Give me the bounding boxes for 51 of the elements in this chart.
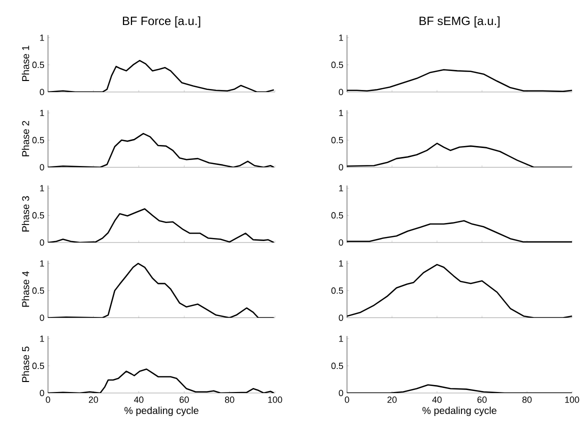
y-tick-label: 0 [40, 239, 44, 246]
y-tick-label: 0 [338, 239, 344, 246]
y-tick-label: 0.5 [331, 62, 344, 68]
y-tick-label: 0.5 [32, 362, 44, 370]
y-tick-label: 0.5 [331, 212, 344, 219]
y-tick-label: 0.5 [331, 136, 344, 144]
y-tick-label: 0 [338, 314, 344, 321]
x-tick-label: 20 [88, 396, 98, 403]
y-tick-label: 1 [40, 260, 44, 267]
x-tick-label: 80 [522, 396, 532, 403]
y-tick-label: 0.5 [32, 212, 44, 219]
x-axis-title: % pedaling cycle [422, 406, 496, 416]
x-tick-label: 60 [477, 396, 487, 403]
x-tick-label: 60 [180, 396, 189, 403]
y-tick-label: 1 [339, 110, 344, 116]
x-tick-label: 40 [134, 396, 144, 403]
x-tick-label: 100 [268, 396, 282, 403]
y-tick-label: 1 [40, 336, 44, 342]
y-tick-label: 0.5 [331, 287, 344, 294]
y-axis-title: Phase 2 [22, 120, 30, 156]
x-tick-label: 0 [344, 396, 350, 403]
chart-title: BF Force [a.u.] [122, 16, 200, 28]
y-tick-label: 0.5 [32, 62, 44, 68]
y-tick-label: 1 [339, 185, 344, 192]
y-tick-label: 1 [40, 110, 44, 116]
y-tick-label: 1 [339, 336, 344, 342]
y-tick-label: 0 [40, 390, 44, 396]
y-axis-title: Phase 4 [22, 271, 30, 307]
chart-title: BF sEMG [a.u.] [420, 16, 500, 28]
x-tick-label: 0 [46, 396, 50, 403]
y-tick-label: 0 [338, 390, 344, 396]
y-axis-title: Phase 5 [22, 346, 30, 382]
y-tick-label: 0.5 [32, 287, 44, 294]
y-tick-label: 0.5 [32, 136, 44, 144]
y-tick-label: 0 [40, 314, 44, 321]
x-tick-label: 20 [387, 396, 397, 403]
y-tick-label: 1 [339, 260, 344, 267]
y-axis-title: Phase 3 [22, 196, 30, 232]
y-tick-label: 0 [40, 88, 44, 96]
y-tick-label: 0 [338, 88, 344, 96]
x-tick-label: 40 [432, 396, 442, 403]
y-tick-label: 0 [338, 164, 344, 170]
x-tick-label: 100 [565, 396, 580, 403]
y-tick-label: 0.5 [331, 362, 344, 370]
x-axis-title: % pedaling cycle [124, 406, 198, 416]
y-tick-label: 1 [40, 185, 44, 192]
x-tick-label: 80 [225, 396, 234, 403]
y-tick-label: 0 [40, 164, 44, 170]
y-tick-label: 1 [339, 34, 344, 41]
y-axis-title: Phase 1 [22, 46, 30, 81]
y-tick-label: 1 [40, 34, 44, 41]
